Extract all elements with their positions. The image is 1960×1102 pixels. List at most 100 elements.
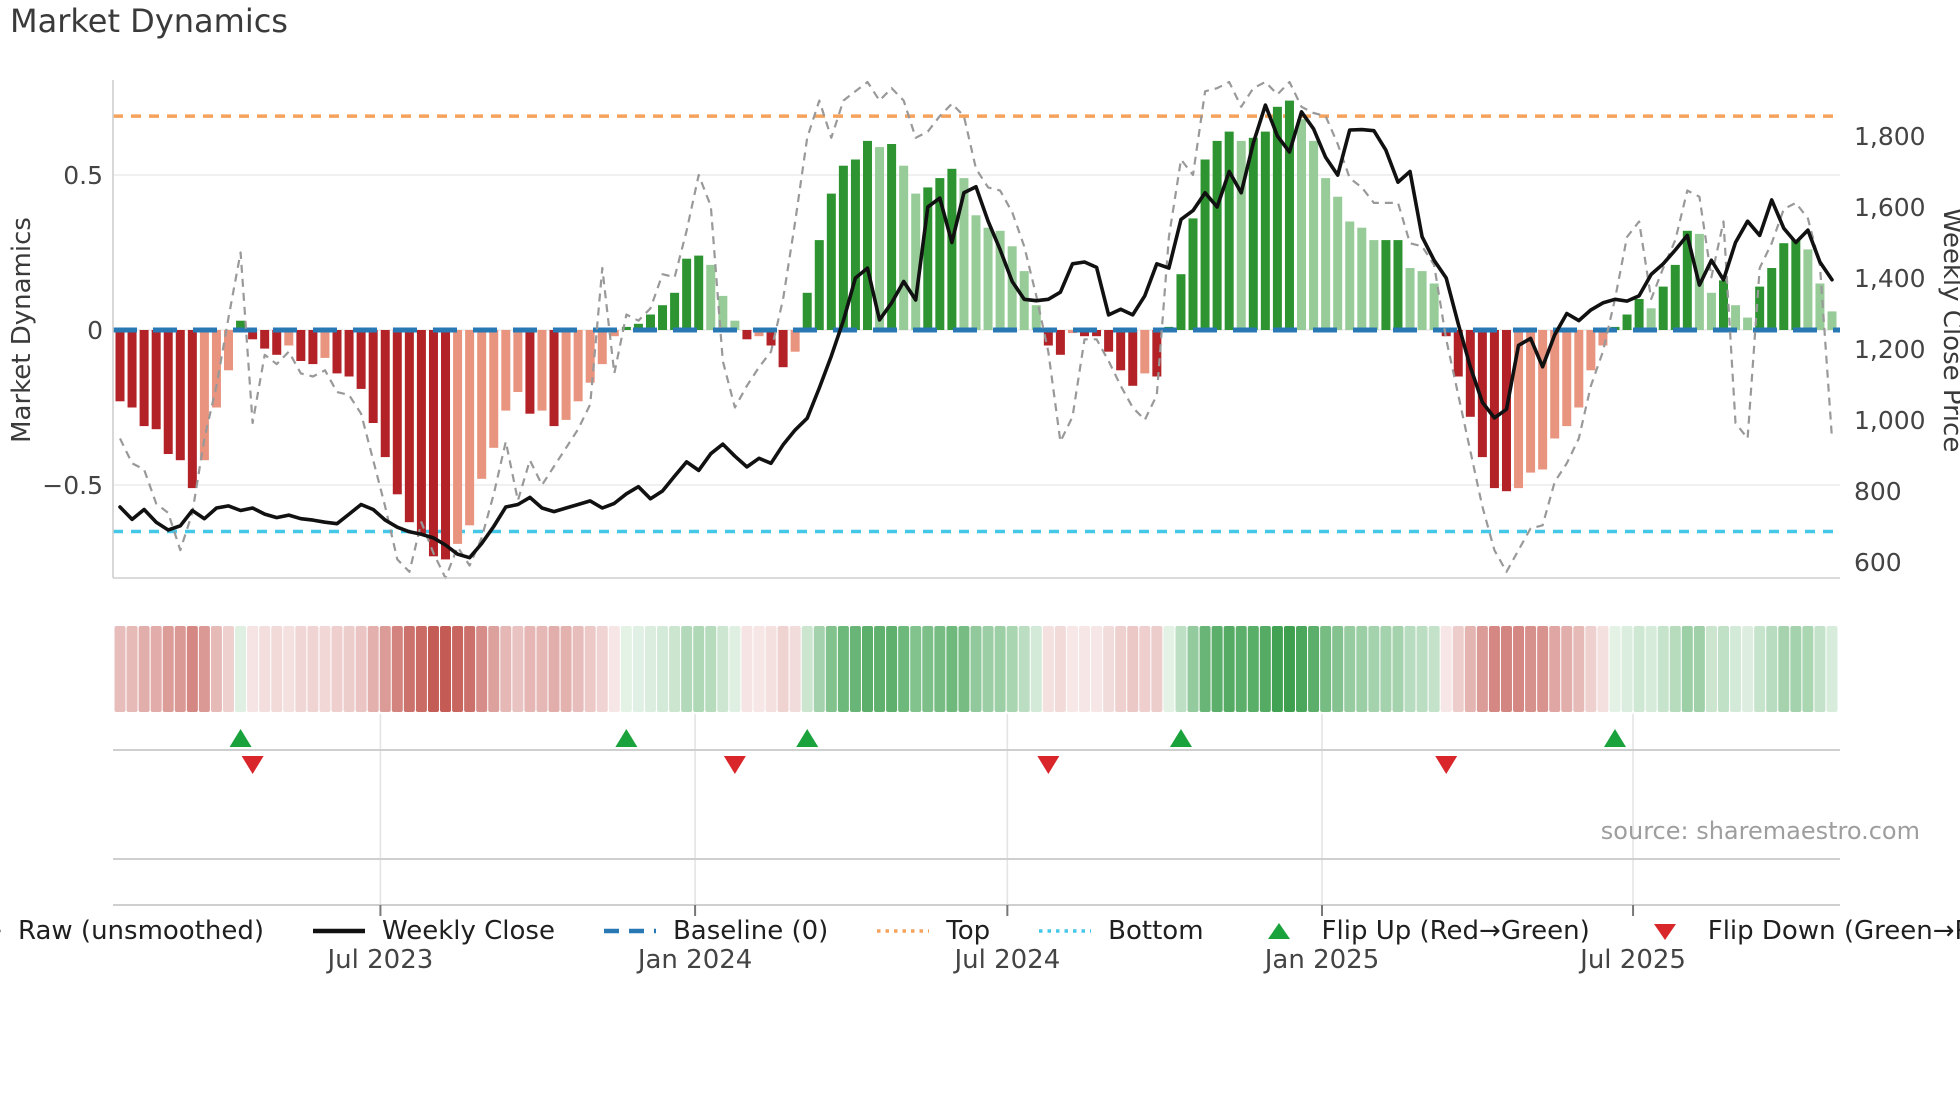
bar: [392, 330, 402, 495]
bar: [368, 330, 378, 423]
y-right-tick-label: 1,200: [1854, 335, 1926, 364]
bar: [730, 320, 740, 330]
bar: [465, 330, 475, 526]
bar: [561, 330, 571, 420]
heatmap-cell: [1645, 626, 1657, 712]
heatmap-cell: [1030, 626, 1042, 712]
heatmap-cell: [1561, 626, 1573, 712]
heatmap-cell: [1440, 626, 1452, 712]
heatmap-cell: [162, 626, 174, 712]
heatmap-cell: [1296, 626, 1308, 712]
heatmap-cell: [331, 626, 343, 712]
y-right-tick-label: 1,600: [1854, 193, 1926, 222]
bar: [1284, 100, 1294, 330]
bar: [549, 330, 559, 427]
bar: [1706, 292, 1716, 330]
solid-black-icon: [313, 928, 366, 934]
bar: [1658, 286, 1668, 330]
bar: [585, 330, 595, 383]
flip-up-marker: [796, 729, 819, 747]
bar: [224, 330, 234, 371]
heatmap-cell: [150, 626, 162, 712]
bar: [1489, 330, 1499, 489]
dashed-gray-icon: [0, 929, 1, 933]
bar: [1477, 330, 1487, 458]
bar: [790, 330, 800, 352]
bar: [899, 165, 909, 330]
bar: [1622, 314, 1632, 330]
heatmap-cell: [958, 626, 970, 712]
bar: [1634, 299, 1644, 330]
legend-item-bottom: Bottom: [1036, 916, 1204, 946]
x-tick-label: Jan 2024: [636, 945, 753, 975]
heatmap-cell: [464, 626, 476, 712]
y-left-tick-label: −0.5: [42, 471, 103, 500]
y-left-tick-label: 0: [87, 316, 103, 345]
heatmap-cell: [1681, 626, 1693, 712]
legend-item-flip-down: Flip Down (Green→Red): [1636, 916, 1960, 946]
bar: [670, 292, 680, 330]
bar: [1067, 330, 1077, 334]
x-tick-label: Jul 2024: [952, 945, 1060, 975]
bar: [525, 330, 535, 414]
legend-label: Weekly Close: [382, 916, 555, 946]
heatmap-cell: [1223, 626, 1235, 712]
bar: [272, 330, 282, 355]
flip-down-marker: [1435, 756, 1458, 774]
bar: [260, 330, 270, 349]
bar: [935, 178, 945, 330]
bar: [1405, 268, 1415, 330]
bar: [1321, 178, 1331, 330]
heatmap-cell: [1573, 626, 1585, 712]
bar: [742, 330, 752, 340]
legend-label: Raw (unsmoothed): [17, 916, 265, 946]
bar: [1043, 330, 1053, 346]
heatmap-cell: [1693, 626, 1705, 712]
heatmap-cell: [789, 626, 801, 712]
bar: [947, 168, 957, 330]
heatmap-cell: [198, 626, 210, 712]
bar: [887, 144, 897, 330]
bar: [838, 165, 848, 330]
bar: [1791, 240, 1801, 330]
heatmap-cell: [632, 626, 644, 712]
bar: [609, 330, 619, 337]
flip-down-marker: [723, 756, 746, 774]
bar: [862, 140, 872, 330]
heatmap-cell: [1127, 626, 1139, 712]
bar: [1333, 196, 1343, 330]
heatmap-cell: [1609, 626, 1621, 712]
bar: [1297, 119, 1307, 330]
bar: [1055, 330, 1065, 355]
flip-up-marker: [1603, 729, 1626, 747]
heatmap-cell: [186, 626, 198, 712]
bar: [802, 292, 812, 330]
heatmap-cell: [1657, 626, 1669, 712]
heatmap-cell: [644, 626, 656, 712]
heatmap-cell: [1814, 626, 1826, 712]
bar: [923, 187, 933, 330]
heatmap-cell: [500, 626, 512, 712]
heatmap-cell: [1778, 626, 1790, 712]
heatmap-cell: [1537, 626, 1549, 712]
bar: [1188, 218, 1198, 330]
bar: [850, 159, 860, 330]
dotted-cyan-icon: [1039, 929, 1092, 933]
legend-item-raw: Raw (unsmoothed): [0, 916, 264, 946]
bar: [1080, 330, 1090, 337]
bar: [428, 330, 438, 557]
bar: [766, 330, 776, 346]
bar: [139, 330, 149, 427]
y-right-tick-label: 1,000: [1854, 406, 1926, 435]
flip-up-marker: [1169, 729, 1192, 747]
bar: [911, 193, 921, 330]
bar: [1718, 280, 1728, 330]
heatmap-cell: [946, 626, 958, 712]
heatmap-cell: [126, 626, 138, 712]
bar: [1562, 330, 1572, 427]
bar: [971, 215, 981, 330]
heatmap-cell: [765, 626, 777, 712]
heatmap-cell: [319, 626, 331, 712]
heatmap-cell: [693, 626, 705, 712]
bar: [1272, 106, 1282, 330]
